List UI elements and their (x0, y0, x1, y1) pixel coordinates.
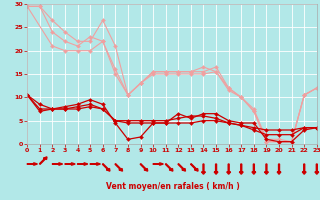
Text: Vent moyen/en rafales ( km/h ): Vent moyen/en rafales ( km/h ) (106, 182, 240, 191)
